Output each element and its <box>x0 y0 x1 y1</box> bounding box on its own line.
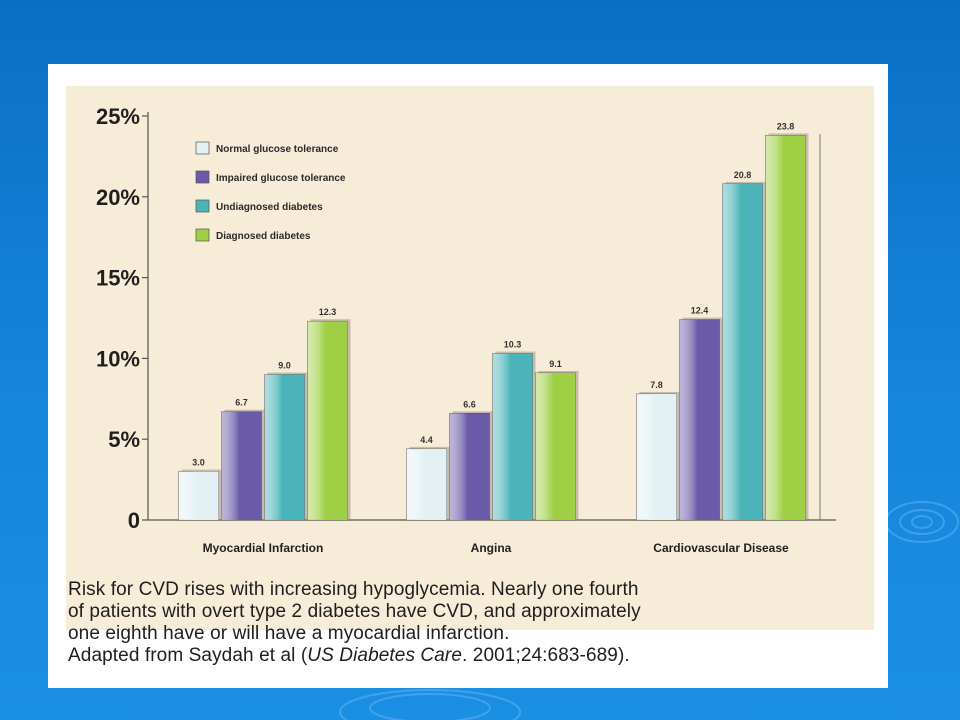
y-tick-label: 20% <box>96 185 140 210</box>
citation: Adapted from Saydah et al (US Diabetes C… <box>68 645 880 667</box>
caption-line-1: Risk for CVD rises with increasing hypog… <box>68 579 639 600</box>
legend-swatch-diagnosed-diabetes <box>195 228 210 242</box>
legend-label: Diagnosed diabetes <box>216 231 311 242</box>
bar-highlight <box>307 321 348 520</box>
data-label: 6.6 <box>463 399 476 409</box>
caption-line-2: of patients with overt type 2 diabetes h… <box>68 601 641 622</box>
legend-label: Normal glucose tolerance <box>216 144 339 155</box>
citation-prefix: Adapted from Saydah et al ( <box>68 645 308 666</box>
bar-highlight <box>221 411 262 520</box>
x-category-label: Angina <box>471 541 512 555</box>
x-category-label: Myocardial Infarction <box>203 541 324 555</box>
data-label: 3.0 <box>192 458 205 468</box>
slide-panel: 0 5% 10% 15% 20% 25% 3.0 6.7 9.0 12.3 Myocardial I… <box>48 64 888 688</box>
data-label: 9.1 <box>549 359 562 369</box>
legend-label: Impaired glucose tolerance <box>216 173 346 184</box>
bar-highlight <box>264 374 305 520</box>
x-category-label: Cardiovascular Disease <box>653 541 789 555</box>
data-label: 7.8 <box>650 380 663 390</box>
chart-area: 0 5% 10% 15% 20% 25% 3.0 6.7 9.0 12.3 Myocardial I… <box>66 86 874 630</box>
bar-highlight <box>722 183 763 520</box>
data-label: 12.4 <box>691 306 709 316</box>
y-tick-label: 25% <box>96 104 140 129</box>
caption: Risk for CVD rises with increasing hypog… <box>68 579 880 667</box>
data-label: 23.8 <box>777 121 795 131</box>
legend-swatch-normal-glucose-tolerance <box>195 141 210 155</box>
data-label: 6.7 <box>235 398 248 408</box>
citation-suffix: . 2001;24:683-689). <box>462 645 630 666</box>
data-label: 20.8 <box>734 170 752 180</box>
y-tick-label: 15% <box>96 266 140 291</box>
data-label: 4.4 <box>420 435 433 445</box>
bar-highlight <box>178 471 219 520</box>
data-label: 12.3 <box>319 307 337 317</box>
y-tick-label: 10% <box>96 346 140 371</box>
bar-highlight <box>406 448 447 520</box>
legend-swatch-undiagnosed-diabetes <box>195 199 210 213</box>
data-label: 9.0 <box>278 361 291 371</box>
bar-highlight <box>492 353 533 520</box>
data-label: 10.3 <box>504 340 522 350</box>
bar-highlight <box>636 393 677 520</box>
y-tick-label: 0 <box>128 508 140 533</box>
caption-line-3: one eighth have or will have a myocardia… <box>68 623 510 644</box>
bar-highlight <box>679 319 720 520</box>
y-tick-label: 5% <box>108 427 140 452</box>
bar-highlight <box>535 372 576 520</box>
bar-chart: 0 5% 10% 15% 20% 25% 3.0 6.7 9.0 12.3 Myocardial I… <box>96 104 836 555</box>
legend-label: Undiagnosed diabetes <box>216 202 323 213</box>
bar-highlight <box>449 413 490 520</box>
legend-swatch-impaired-glucose-tolerance <box>195 170 210 184</box>
citation-journal: US Diabetes Care <box>307 645 463 666</box>
bar-highlight <box>765 135 806 520</box>
